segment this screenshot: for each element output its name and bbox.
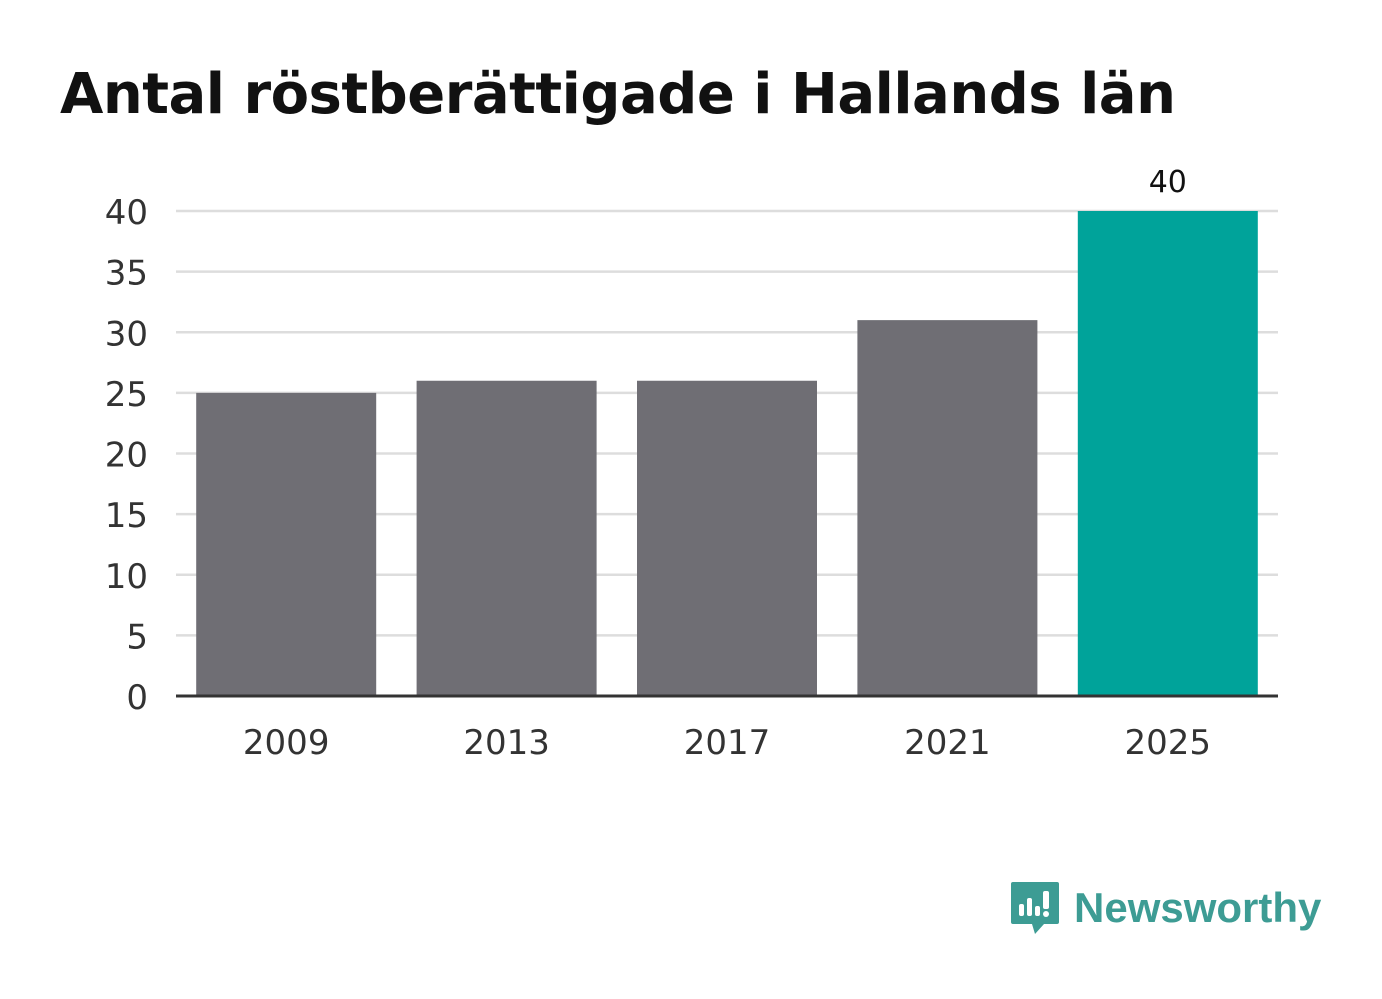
brand-name: Newsworthy — [1074, 884, 1322, 931]
y-tick-label: 40 — [105, 193, 148, 233]
y-tick-label: 0 — [126, 678, 148, 718]
bar — [196, 392, 377, 696]
bar — [1077, 211, 1258, 696]
x-tick-label: 2025 — [1125, 723, 1212, 763]
y-tick-label: 10 — [105, 557, 148, 597]
data-labels: 40 — [1149, 165, 1187, 200]
bars — [196, 211, 1258, 696]
x-tick-label: 2017 — [684, 723, 771, 763]
chart-title: Antal röstberättigade i Hallands län — [60, 62, 1176, 127]
brand: Newsworthy — [1010, 878, 1321, 938]
data-label: 40 — [1149, 165, 1187, 200]
y-tick-label: 30 — [105, 314, 148, 354]
bar — [857, 320, 1038, 696]
y-tick-label: 15 — [105, 496, 148, 536]
bar — [637, 380, 817, 696]
x-axis-ticks: 2009 2013 2017 2021 2025 — [243, 723, 1211, 763]
newsworthy-logo-icon — [1011, 882, 1059, 934]
y-tick-label: 25 — [105, 375, 148, 415]
y-tick-label: 20 — [105, 436, 148, 476]
bar — [416, 380, 597, 696]
y-tick-label: 5 — [126, 617, 148, 657]
x-tick-label: 2013 — [463, 723, 550, 763]
y-tick-label: 35 — [105, 254, 148, 294]
y-axis-ticks: 0 5 10 15 20 25 30 35 40 — [105, 193, 148, 718]
x-tick-label: 2021 — [904, 723, 991, 763]
x-tick-label: 2009 — [243, 723, 330, 763]
